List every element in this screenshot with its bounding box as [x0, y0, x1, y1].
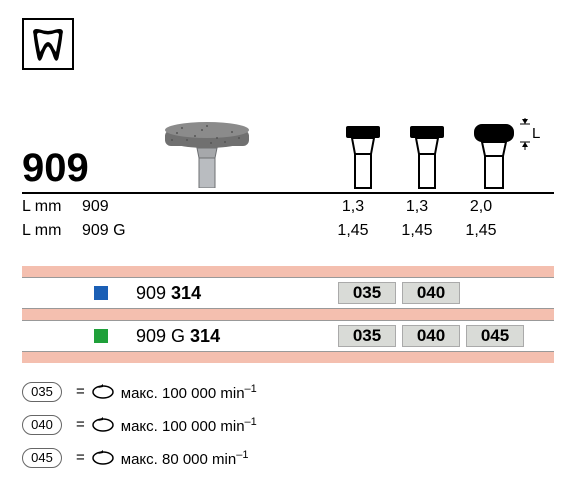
product-number: 909 [22, 148, 112, 188]
equals-sign: = [76, 444, 85, 472]
spec-value: 1,45 [396, 222, 438, 240]
size-cell: 040 [402, 325, 460, 347]
spec-model: 909 G [82, 222, 292, 240]
product-code: 909 G 314 [136, 326, 306, 347]
spec-value: 1,3 [332, 198, 374, 216]
pink-band [22, 352, 554, 363]
bur-profile-shapes: L [302, 124, 554, 188]
spec-values: 1,45 1,45 1,45 [292, 222, 554, 240]
variant-row: 909 314 035 040 [22, 277, 554, 309]
top-row: 909 [22, 118, 554, 188]
legend-text: макс. 100 000 min–1 [121, 408, 257, 441]
rotation-icon [91, 416, 115, 434]
spec-label: L mm [22, 198, 82, 216]
size-cell: 035 [338, 325, 396, 347]
bur-main-image [112, 118, 302, 188]
rotation-icon [91, 449, 115, 467]
equals-sign: = [76, 378, 85, 406]
spec-label: L mm [22, 222, 82, 240]
spec-value: 1,3 [396, 198, 438, 216]
spec-model: 909 [82, 198, 292, 216]
size-cell: 040 [402, 282, 460, 304]
spec-value: 2,0 [460, 198, 502, 216]
color-square [94, 329, 108, 343]
spec-row: L mm909 G 1,45 1,45 1,45 [22, 218, 554, 242]
legend-row: 045 = макс. 80 000 min–1 [22, 441, 554, 474]
tooth-icon-box [22, 18, 74, 70]
size-cell: 035 [338, 282, 396, 304]
legend-size-badge: 045 [22, 448, 62, 468]
rotation-icon [91, 383, 115, 401]
legend-size-badge: 040 [22, 415, 62, 435]
legend-text: макс. 100 000 min–1 [121, 375, 257, 408]
tooth-icon [28, 24, 68, 64]
equals-sign: = [76, 411, 85, 439]
profile-shape-2 [406, 124, 448, 188]
legend-text: макс. 80 000 min–1 [121, 441, 249, 474]
color-square [94, 286, 108, 300]
legend-size-badge: 035 [22, 382, 62, 402]
variant-row: 909 G 314 035 040 045 [22, 320, 554, 352]
spec-table: L mm909 1,3 1,3 2,0 L mm909 G 1,45 1,45 1,45 [22, 194, 554, 242]
spec-value: 1,45 [460, 222, 502, 240]
dim-label-L: L [532, 125, 540, 142]
legend: 035 = макс. 100 000 min–1 040 = макс. 100 000… [22, 375, 554, 474]
spec-row: L mm909 1,3 1,3 2,0 [22, 194, 554, 218]
size-cells: 035 040 [306, 282, 554, 304]
size-cell: 045 [466, 325, 524, 347]
pink-band [22, 266, 554, 277]
legend-row: 035 = макс. 100 000 min–1 [22, 375, 554, 408]
spec-value: 1,45 [332, 222, 374, 240]
size-cells: 035 040 045 [306, 325, 554, 347]
legend-row: 040 = макс. 100 000 min–1 [22, 408, 554, 441]
variants-block: 909 314 035 040 909 G 314 035 040 045 [22, 266, 554, 363]
profile-shape-3: L [470, 124, 540, 188]
product-code: 909 314 [136, 283, 306, 304]
pink-band [22, 309, 554, 320]
spec-values: 1,3 1,3 2,0 [292, 198, 554, 216]
profile-shape-1 [342, 124, 384, 188]
